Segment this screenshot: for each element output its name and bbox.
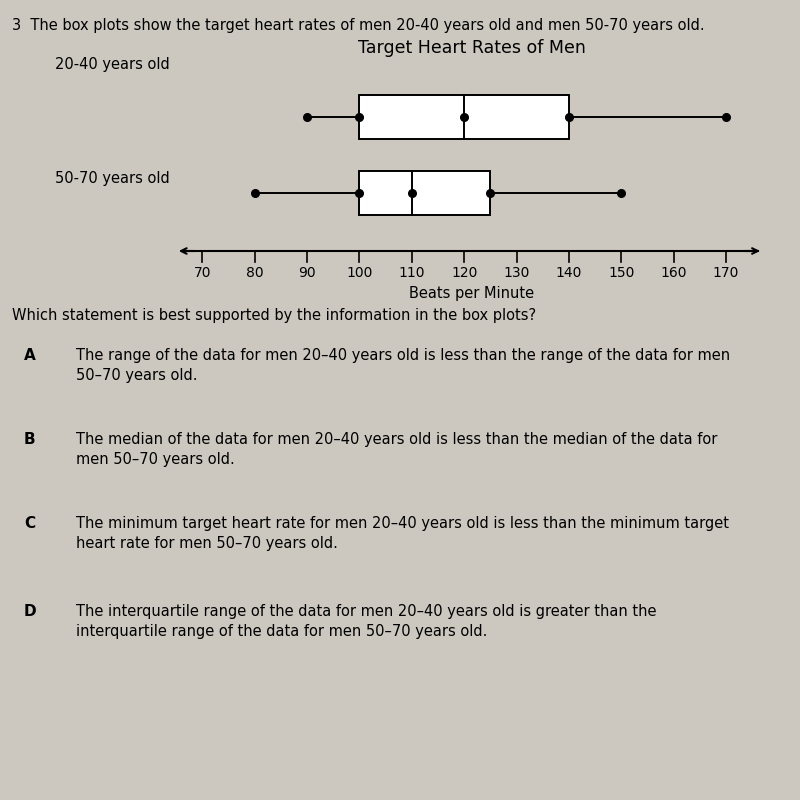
Text: 170: 170 [713,266,739,280]
Text: Which statement is best supported by the information in the box plots?: Which statement is best supported by the… [12,308,536,323]
Text: 140: 140 [556,266,582,280]
Text: 110: 110 [398,266,425,280]
Text: Beats per Minute: Beats per Minute [410,286,534,302]
Text: 120: 120 [451,266,478,280]
Text: A: A [24,348,36,363]
Text: 160: 160 [661,266,687,280]
Text: 100: 100 [346,266,373,280]
Text: 80: 80 [246,266,263,280]
Text: 3  The box plots show the target heart rates of men 20-40 years old and men 50-7: 3 The box plots show the target heart ra… [12,18,705,33]
Text: 90: 90 [298,266,316,280]
Text: D: D [24,604,37,619]
Text: 70: 70 [194,266,211,280]
Text: The interquartile range of the data for men 20–40 years old is greater than the
: The interquartile range of the data for … [76,604,657,638]
Text: 20-40 years old: 20-40 years old [55,57,170,71]
Title: Target Heart Rates of Men: Target Heart Rates of Men [358,39,586,57]
Text: B: B [24,432,36,447]
Bar [359,170,490,215]
Text: The median of the data for men 20–40 years old is less than the median of the da: The median of the data for men 20–40 yea… [76,432,718,467]
Text: 150: 150 [608,266,634,280]
Text: The minimum target heart rate for men 20–40 years old is less than the minimum t: The minimum target heart rate for men 20… [76,516,729,550]
Bar [359,94,569,139]
Text: C: C [24,516,35,531]
Text: 50-70 years old: 50-70 years old [55,171,170,186]
Text: The range of the data for men 20–40 years old is less than the range of the data: The range of the data for men 20–40 year… [76,348,730,383]
Text: 130: 130 [503,266,530,280]
